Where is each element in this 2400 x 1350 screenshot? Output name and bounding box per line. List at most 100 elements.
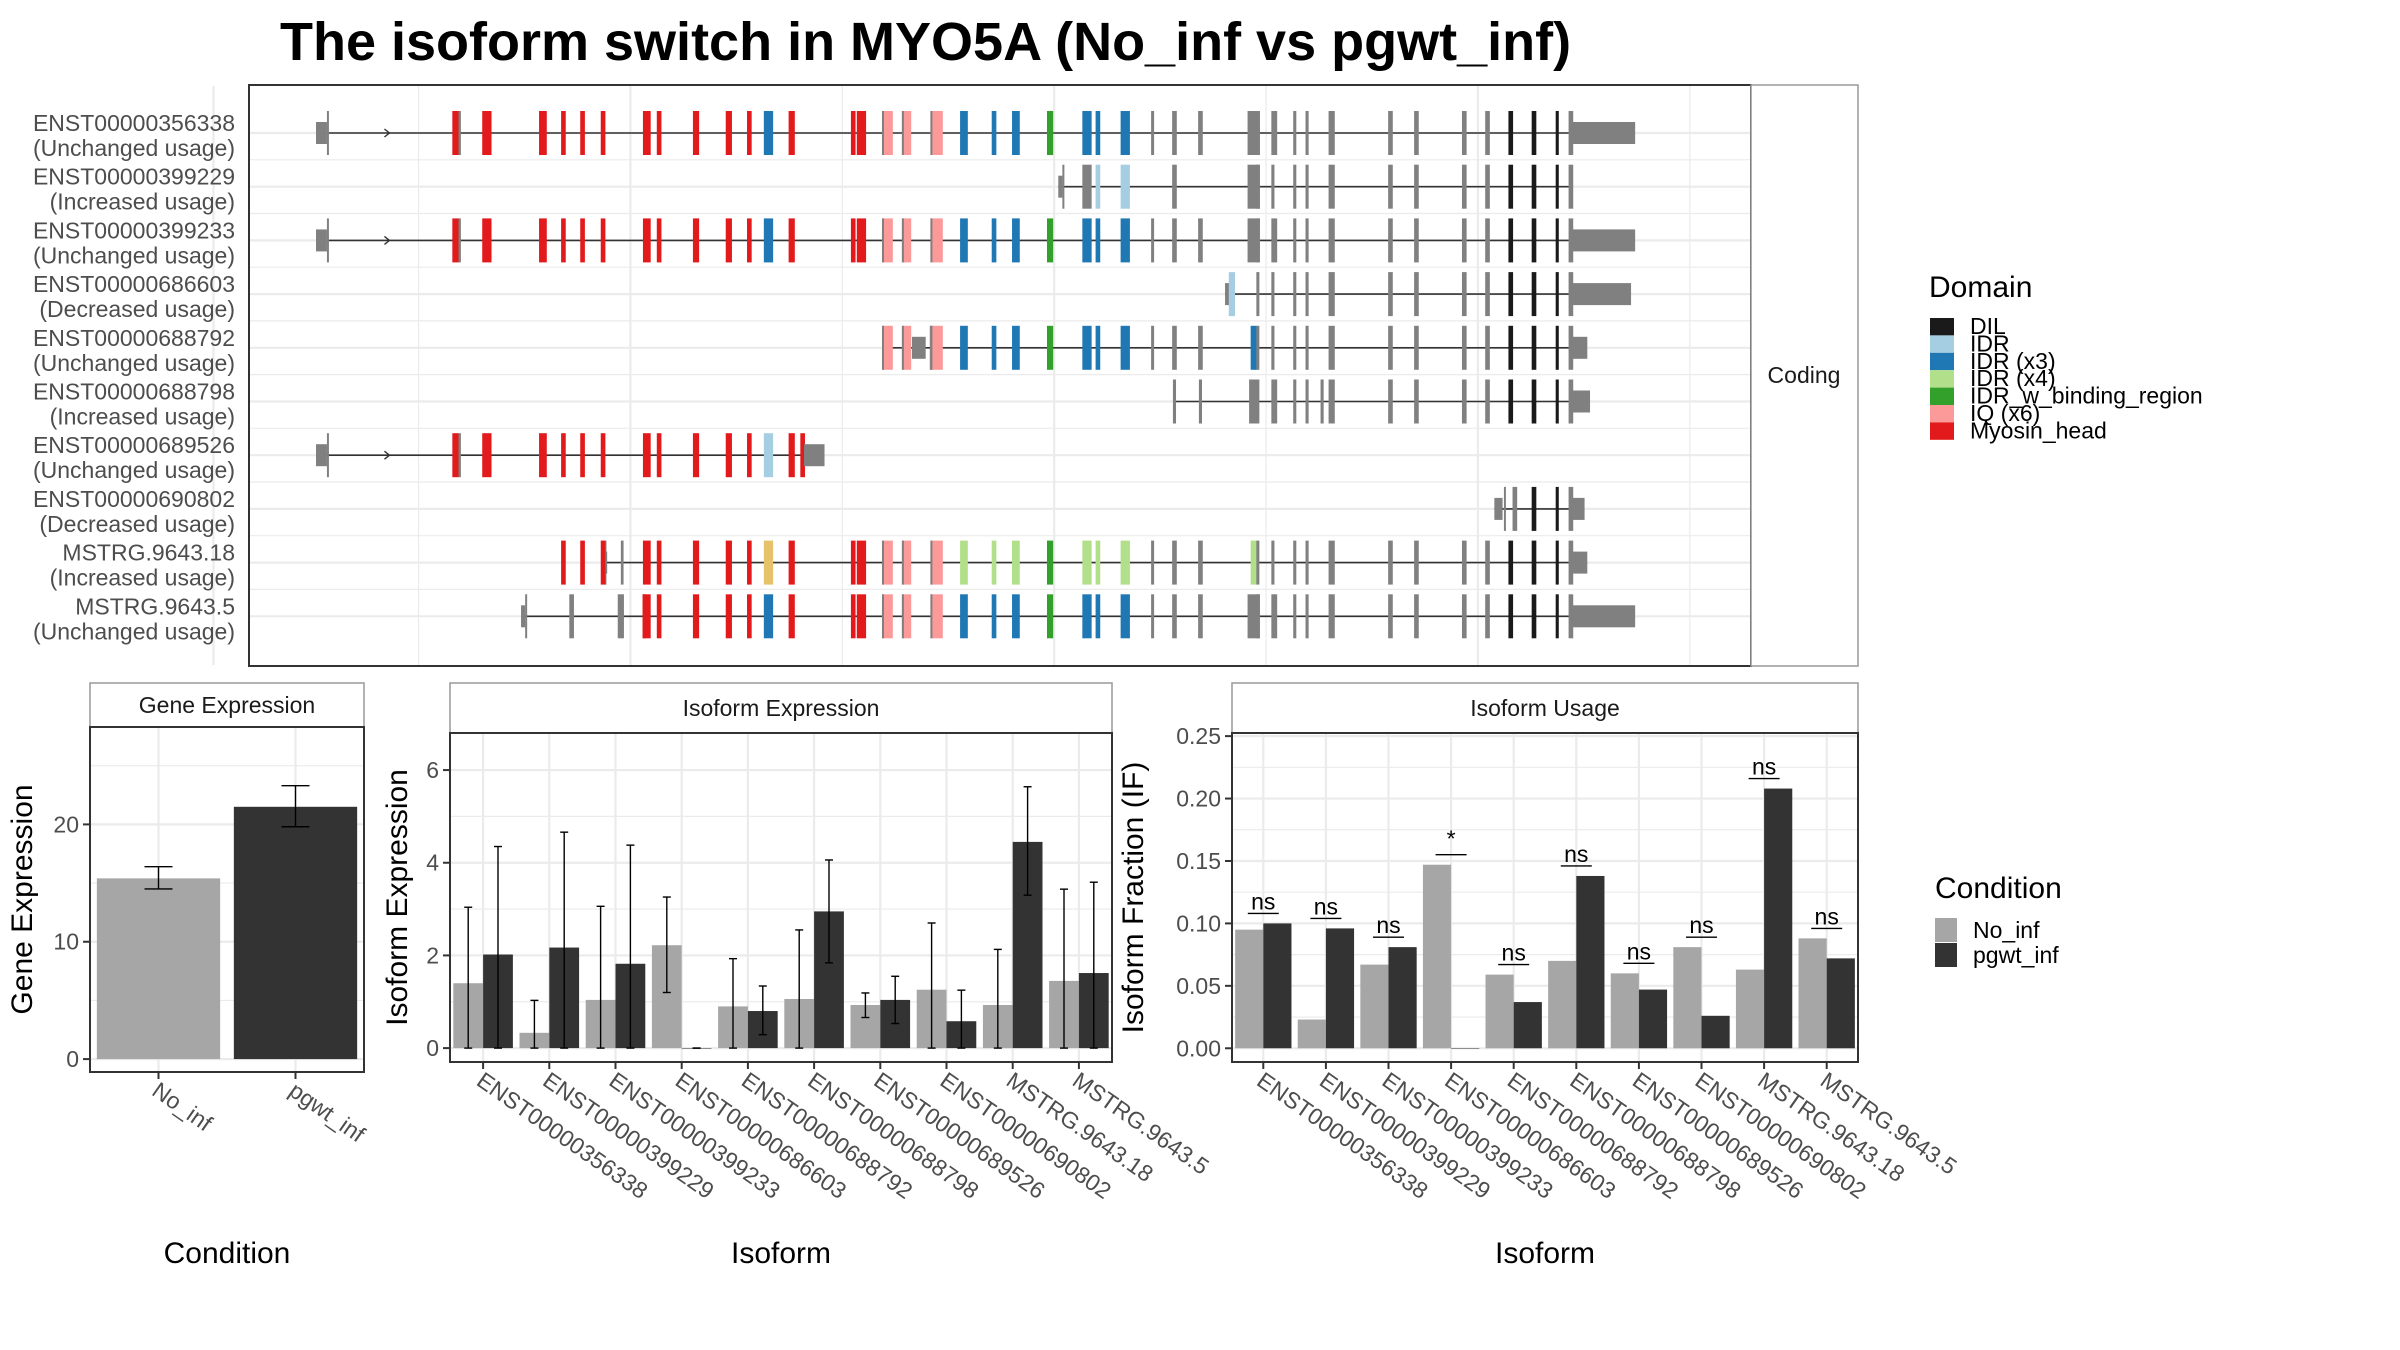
y-tick-label: 0.25: [1176, 723, 1221, 749]
exon: [561, 111, 566, 155]
exon: [1305, 272, 1309, 317]
exon-edge: [901, 325, 904, 370]
significance-label: ns: [1502, 940, 1526, 966]
y-tick-label: 0.10: [1176, 910, 1221, 936]
exon: [1305, 540, 1309, 585]
exon: [452, 433, 459, 478]
exon: [1531, 486, 1537, 531]
utr-3prime: [1570, 497, 1585, 520]
exon-noncoding: [525, 594, 528, 639]
exon: [1198, 111, 1203, 155]
exon: [1414, 164, 1419, 209]
utr-5prime: [316, 444, 327, 467]
exon: [1274, 594, 1278, 639]
exon: [452, 111, 459, 155]
transcript-id-label: ENST00000399229: [33, 164, 235, 190]
exon: [569, 594, 574, 639]
bar-pgwt_inf: [1576, 875, 1605, 1049]
transcript-rows: [316, 111, 1636, 639]
transcript-id-label: MSTRG.9643.18: [62, 540, 235, 566]
utr-5prime: [521, 605, 526, 628]
coding-strip-label: Coding: [1768, 362, 1841, 388]
exon: [1249, 379, 1259, 424]
exon: [1095, 540, 1101, 585]
exon-noncoding: [458, 111, 461, 155]
exon: [600, 111, 606, 155]
exon: [1388, 218, 1393, 263]
panel-strip: [449, 682, 1113, 734]
exon: [1485, 379, 1490, 424]
exon: [1120, 540, 1130, 585]
utr-5prime: [316, 122, 327, 144]
bar-pgwt_inf: [233, 806, 358, 1060]
exon: [1198, 218, 1203, 263]
transcript-row: [316, 111, 1636, 155]
exon: [1485, 111, 1490, 155]
exon: [1256, 272, 1260, 317]
utr-5prime: [1494, 497, 1503, 520]
x-axis-title: Isoform: [1495, 1237, 1595, 1270]
exon: [1198, 325, 1203, 370]
exon-noncoding: [458, 433, 461, 478]
exon: [656, 433, 662, 478]
exon: [1508, 325, 1514, 370]
transcript-usage-label: (Increased usage): [50, 189, 235, 215]
exon: [1256, 379, 1260, 424]
exon: [1271, 111, 1275, 155]
exon: [1555, 594, 1559, 639]
exon: [747, 540, 752, 585]
exon: [1531, 594, 1537, 639]
exon: [617, 594, 624, 639]
exon: [881, 540, 893, 585]
exon-noncoding: [1062, 164, 1065, 209]
domain-legend-label: IQ (x6): [1970, 400, 2040, 426]
y-tick-label: 0.00: [1176, 1035, 1221, 1061]
exon-edge: [930, 594, 933, 639]
exon: [930, 218, 943, 263]
exon: [1293, 594, 1297, 639]
exon: [1046, 111, 1054, 155]
transcript-usage-label: (Decreased usage): [39, 511, 235, 537]
exon: [1274, 111, 1278, 155]
exon: [1461, 164, 1467, 209]
exon: [692, 433, 700, 478]
isoform-expression-panel: Isoform Expression0246ENST00000356338ENS…: [381, 682, 1214, 1270]
utr-3prime: [804, 444, 825, 467]
y-tick-label: 6: [426, 757, 439, 783]
exon: [1531, 111, 1537, 155]
bar-pgwt_inf: [1263, 923, 1292, 1049]
exon: [1095, 325, 1101, 370]
exon: [1531, 379, 1537, 424]
bar-pgwt_inf: [1764, 788, 1793, 1049]
domain-legend-label: DIL: [1970, 313, 2006, 339]
exon: [1485, 272, 1490, 317]
panel-strip-title: Isoform Usage: [1470, 695, 1620, 721]
exon: [1012, 111, 1020, 155]
bar-No_inf: [1235, 929, 1264, 1049]
exon: [1305, 594, 1309, 639]
exon: [692, 218, 700, 263]
exon: [1271, 218, 1275, 263]
exon: [1151, 325, 1155, 370]
exon: [1082, 164, 1092, 209]
exon: [1555, 325, 1559, 370]
transcript-usage-label: (Unchanged usage): [33, 350, 235, 376]
significance-label: ns: [1627, 938, 1651, 964]
exon: [1320, 379, 1324, 424]
exon: [1328, 540, 1335, 585]
exon-noncoding: [326, 111, 329, 155]
exon: [1461, 111, 1467, 155]
exon: [1388, 540, 1393, 585]
exon: [1082, 325, 1092, 370]
exon: [1046, 218, 1054, 263]
x-tick-label: pgwt_inf: [285, 1077, 371, 1148]
exon: [1172, 379, 1177, 424]
exon-noncoding: [604, 540, 607, 585]
transcript-id-label: MSTRG.9643.5: [75, 593, 235, 619]
exon: [1293, 218, 1297, 263]
exon: [642, 433, 651, 478]
exon: [1293, 379, 1297, 424]
domain-legend-label: IDR (x4): [1970, 365, 2056, 391]
exon: [561, 540, 566, 585]
bar-No_inf: [96, 878, 221, 1060]
